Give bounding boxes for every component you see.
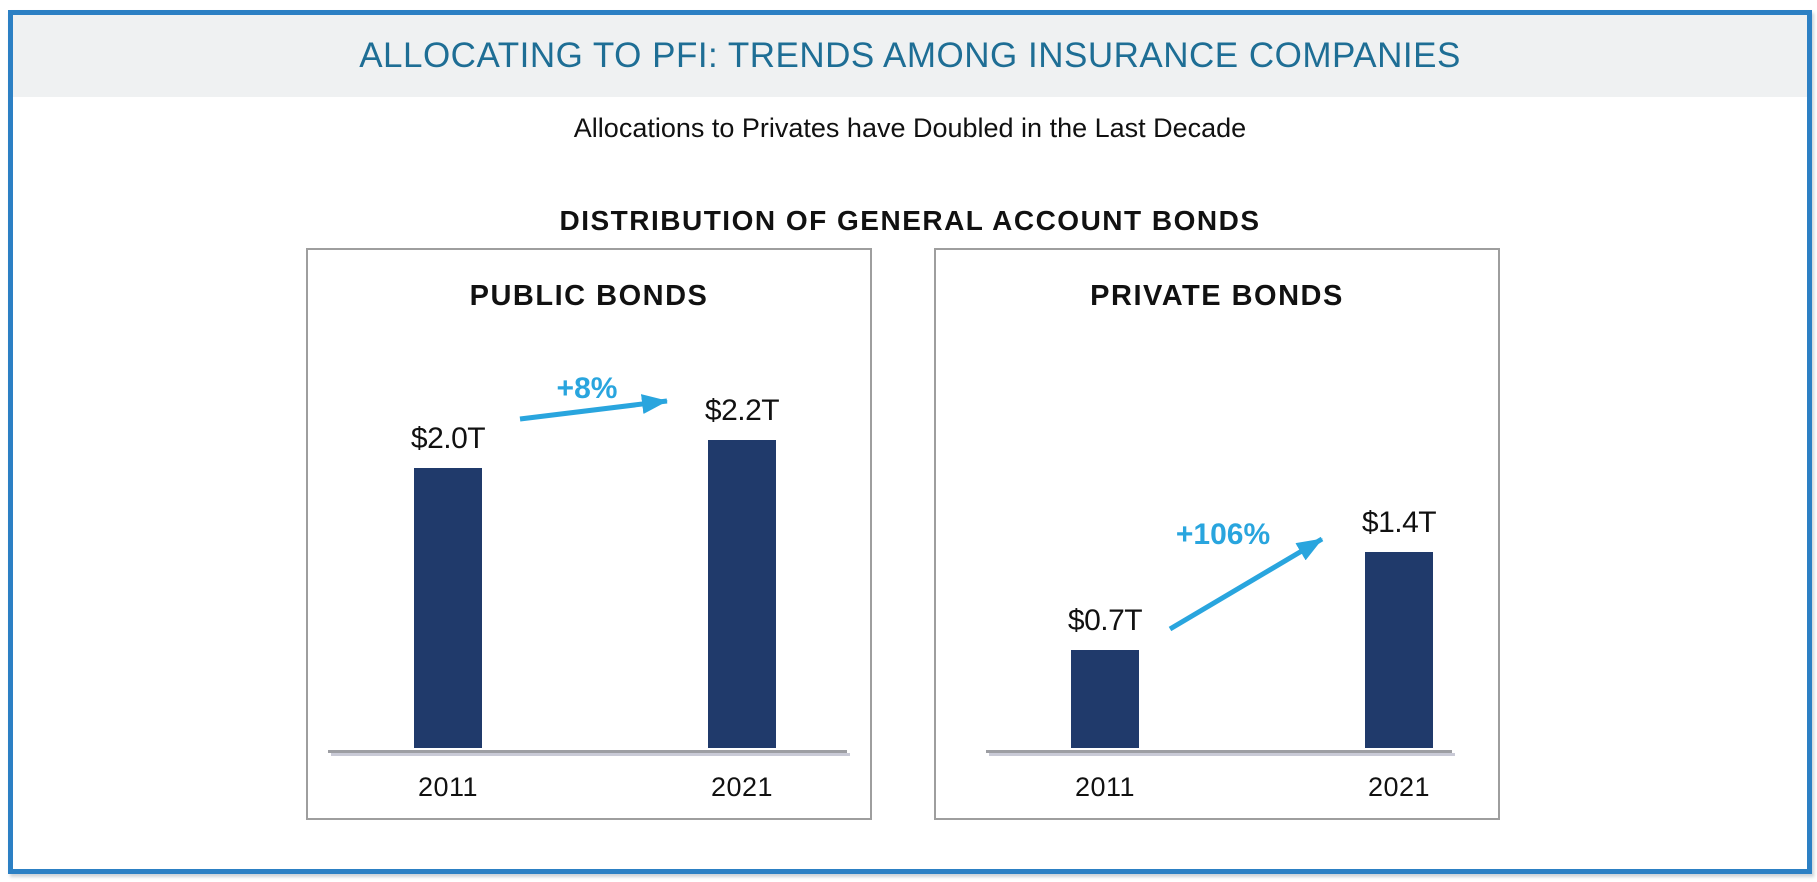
section-title: DISTRIBUTION OF GENERAL ACCOUNT BONDS [559, 205, 1261, 236]
private-bonds-panel: PRIVATE BONDS $0.7T $1.4T +106% 2011 202… [934, 248, 1500, 820]
change-label-public: +8% [556, 372, 618, 405]
x-axis [328, 750, 847, 753]
bar-private-2021 [1365, 552, 1433, 748]
increase-arrow-icon [519, 394, 668, 422]
bar-private-2011 [1071, 650, 1139, 748]
public-bonds-panel: PUBLIC BONDS $2.0T $2.2T +8% 2011 2021 [306, 248, 872, 820]
value-label-private-2021: $1.4T [1361, 506, 1437, 539]
panel-title-public-bonds: PUBLIC BONDS [469, 280, 709, 312]
year-label-public-2011: 2011 [417, 772, 479, 802]
year-label-private-2021: 2021 [1367, 772, 1431, 802]
value-label-private-2011: $0.7T [1067, 604, 1143, 637]
value-label-public-2021: $2.2T [704, 394, 780, 427]
year-label-public-2021: 2021 [710, 772, 774, 802]
bar-public-2011 [414, 468, 482, 748]
slide-title: ALLOCATING TO PFI: TRENDS AMONG INSURANC… [359, 36, 1461, 75]
change-label-private: +106% [1175, 518, 1271, 551]
panel-title-private-bonds: PRIVATE BONDS [1090, 280, 1344, 312]
header-band: ALLOCATING TO PFI: TRENDS AMONG INSURANC… [13, 15, 1807, 97]
value-label-public-2011: $2.0T [410, 422, 486, 455]
slide-frame: ALLOCATING TO PFI: TRENDS AMONG INSURANC… [8, 10, 1812, 874]
subtitle: Allocations to Privates have Doubled in … [573, 113, 1247, 143]
x-axis [986, 750, 1452, 753]
year-label-private-2011: 2011 [1074, 772, 1136, 802]
bar-public-2021 [708, 440, 776, 748]
